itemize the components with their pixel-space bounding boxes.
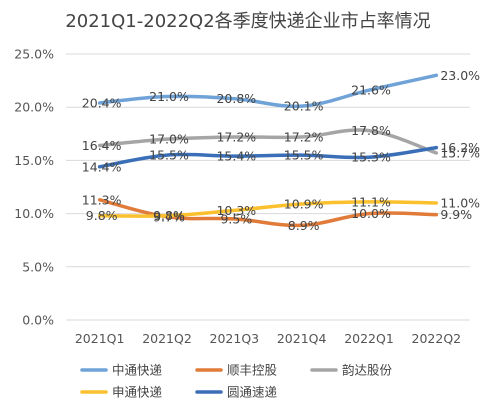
data-label: 9.8%: [86, 208, 118, 223]
data-label: 9.9%: [440, 207, 472, 222]
data-label: 10.3%: [216, 203, 256, 218]
data-label: 16.2%: [440, 140, 480, 155]
data-label: 16.4%: [82, 138, 122, 153]
data-label: 17.2%: [216, 129, 256, 144]
x-tick-label: 2021Q4: [277, 331, 327, 346]
data-label: 15.5%: [284, 148, 324, 163]
data-label: 10.0%: [351, 206, 391, 221]
y-tick-label: 10.0%: [14, 206, 54, 221]
data-label: 15.4%: [216, 149, 256, 164]
data-label: 8.9%: [288, 218, 320, 233]
data-label: 15.3%: [351, 150, 391, 165]
data-label: 11.3%: [82, 192, 122, 207]
data-label: 14.4%: [82, 159, 122, 174]
data-labels: 20.4% 21.0% 20.8% 20.1%21.6%23.0%11.3%9.7% 9…: [82, 68, 480, 233]
legend-label: 顺丰控股: [227, 363, 278, 378]
data-label: 20.4%: [82, 95, 122, 110]
y-axis-ticks: 0.0% 5.0% 10.0% 15.0% 20.0% 25.0%: [14, 47, 54, 328]
data-label: 17.8%: [351, 123, 391, 138]
gridlines: [66, 53, 470, 321]
legend-label: 申通快递: [112, 385, 163, 400]
y-tick-label: 15.0%: [14, 153, 54, 168]
x-tick-label: 2021Q2: [142, 331, 192, 346]
series-line: [97, 128, 439, 155]
data-label: 23.0%: [440, 68, 480, 83]
x-axis-ticks: 2021Q1 2021Q2 2021Q3 2021Q4 2022Q1 2022Q2: [75, 331, 461, 346]
x-tick-label: 2022Q2: [412, 331, 462, 346]
data-label: 15.7%: [440, 145, 480, 160]
y-tick-label: 5.0%: [22, 259, 54, 274]
data-label: 15.5%: [149, 148, 189, 163]
data-label: 17.2%: [284, 129, 324, 144]
data-label: 21.6%: [351, 83, 391, 98]
data-label: 10.9%: [284, 197, 324, 212]
y-tick-label: 20.0%: [14, 100, 54, 115]
x-tick-label: 2022Q1: [344, 331, 394, 346]
chart-title: 2021Q1-2022Q2各季度快递企业市占率情况: [65, 11, 430, 32]
series-line: [97, 145, 439, 169]
x-tick-label: 2021Q1: [75, 331, 125, 346]
data-label: 20.1%: [284, 99, 324, 114]
data-label: 20.8%: [216, 91, 256, 106]
series-line: [97, 73, 439, 109]
legend-label: 圆通速递: [227, 385, 278, 400]
y-tick-label: 25.0%: [14, 47, 54, 62]
data-label: 9.7%: [153, 209, 185, 224]
legend-label: 韵达股份: [342, 363, 393, 378]
x-tick-label: 2021Q3: [210, 331, 260, 346]
y-tick-label: 0.0%: [22, 313, 54, 328]
data-label: 9.5%: [220, 211, 252, 226]
series-lines: [97, 73, 439, 228]
legend-label: 中通快递: [112, 363, 163, 378]
series-line: [97, 200, 439, 218]
data-label: 17.0%: [149, 132, 189, 147]
data-label: 11.1%: [351, 194, 391, 209]
data-label: 21.0%: [149, 89, 189, 104]
data-label: 9.8%: [153, 208, 185, 223]
data-label: 11.0%: [440, 195, 480, 210]
